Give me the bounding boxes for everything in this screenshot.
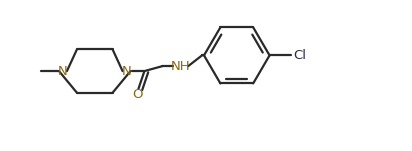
Text: NH: NH [171,60,190,73]
Text: N: N [58,65,68,78]
Text: O: O [132,88,143,101]
Text: Cl: Cl [293,49,307,62]
Text: N: N [122,65,131,78]
